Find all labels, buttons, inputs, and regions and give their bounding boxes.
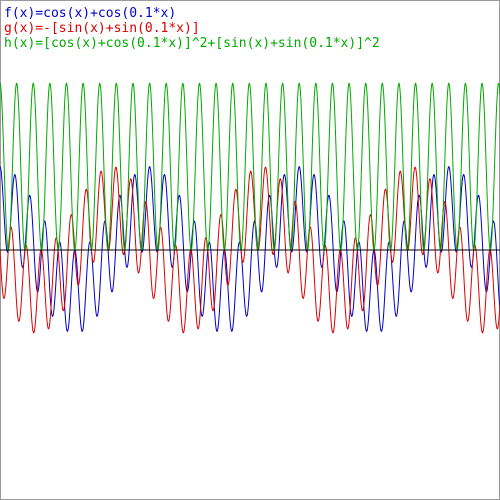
legend: f(x)=cos(x)+cos(0.1*x)g(x)=-[sin(x)+sin(… — [4, 6, 380, 51]
function-curve — [0, 166, 500, 334]
function-curve — [0, 166, 500, 332]
legend-entry: h(x)=[cos(x)+cos(0.1*x)]^2+[sin(x)+sin(0… — [4, 36, 380, 51]
function-curve — [0, 82, 500, 251]
legend-entry: f(x)=cos(x)+cos(0.1*x) — [4, 6, 176, 21]
curves — [0, 82, 500, 334]
legend-entry: g(x)=-[sin(x)+sin(0.1*x)] — [4, 21, 200, 36]
